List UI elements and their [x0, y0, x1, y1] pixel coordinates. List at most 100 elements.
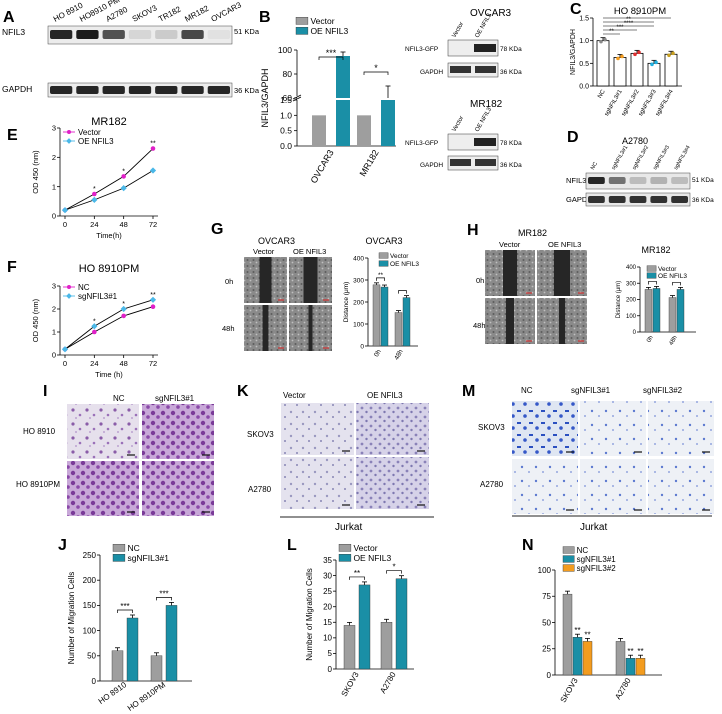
bar-Vector	[380, 622, 393, 670]
band-gapdh	[207, 86, 230, 94]
y-tick-label: 0	[360, 343, 364, 350]
significance-label: **	[150, 141, 156, 148]
band-nfil3	[207, 30, 230, 39]
blot-row-nfil3-gfp: NFIL3-GFP	[405, 46, 438, 53]
panel-letter-b: B	[259, 9, 271, 26]
band-nfil3	[181, 30, 204, 39]
y-tick-label: 150	[83, 601, 97, 610]
bar-NC	[150, 655, 163, 682]
panel-letter-n: N	[522, 537, 534, 554]
band-gapdh	[181, 86, 204, 94]
transwell-col-nc-m: NC	[521, 386, 533, 395]
data-point	[121, 174, 126, 179]
marker-36kda-d: 36 KDa	[692, 197, 714, 204]
blot-marker-36-2: 36 KDa	[500, 162, 522, 169]
band-nfil3	[102, 30, 125, 39]
bar-Vector	[644, 289, 653, 333]
jurkat-label-m: Jurkat	[580, 522, 607, 533]
y-tick-label: 2	[52, 153, 56, 162]
transwell-row-skov3: SKOV3	[247, 430, 274, 439]
wound-gap	[559, 298, 565, 344]
legend-label: Vector	[390, 253, 409, 260]
panel-letter-d: D	[567, 129, 579, 146]
legend-label: Vector	[310, 16, 334, 26]
bar-Vector	[668, 297, 677, 333]
data-point	[92, 191, 97, 197]
x-tick-label: 72	[149, 220, 157, 229]
marker-36kda: 36 KDa	[234, 86, 260, 95]
legend-swatch	[295, 17, 309, 25]
x-tick-label: 48h	[669, 335, 679, 347]
y-tick-label: 10	[323, 634, 332, 643]
data-point	[149, 167, 157, 174]
y-axis-label: OD 450 (nm)	[31, 298, 40, 342]
significance-label: *	[392, 563, 395, 572]
blot-marker-36: 36 KDa	[500, 69, 522, 76]
y-tick-label: 300	[626, 281, 637, 287]
y-axis-label: Distance (μm)	[343, 282, 350, 323]
significance-label: ***	[616, 25, 624, 31]
wound-col-oe-h: OE NFIL3	[548, 240, 581, 249]
band-nfil3-gfp-ovcar3	[474, 44, 496, 52]
wound-gap	[503, 250, 517, 296]
blot-title-a2780: A2780	[622, 136, 648, 146]
y-tick-label: 100	[278, 45, 292, 55]
wound-gap	[308, 305, 313, 351]
significance-label: *	[636, 13, 639, 19]
transwell-row-a2780-m: A2780	[480, 480, 504, 489]
legend-label: sgNFIL3#2	[577, 564, 617, 573]
panel-letter-f: F	[7, 259, 17, 276]
bar-OE NFIL3	[336, 56, 350, 98]
transwell-image	[67, 461, 139, 516]
bar-OE NFIL3-lower	[336, 100, 350, 146]
band-nfil3	[588, 177, 605, 184]
legend-label: Vector	[78, 128, 101, 137]
blot-marker-78: 78 KDa	[500, 46, 522, 53]
marker-51kda: 51 KDa	[234, 27, 260, 36]
transwell-col-oe: OE NFIL3	[367, 391, 403, 400]
bar-sgNFIL3#1	[613, 57, 627, 87]
panel-h: H MR182 Vector OE NFIL3 0h 48h MR182 0 100…	[467, 222, 696, 347]
row-label-nfil3: NFIL3	[2, 27, 25, 37]
significance-bracket	[318, 56, 344, 60]
band-gapdh-4	[475, 159, 496, 166]
significance-bracket	[349, 576, 365, 580]
blot-row-gapdh: GAPDH	[420, 69, 443, 76]
band-gapdh	[102, 86, 125, 94]
transwell-image	[142, 461, 214, 516]
bar-OE NFIL3	[358, 584, 371, 670]
bar-NC	[615, 641, 626, 676]
transwell-image	[356, 403, 429, 455]
band-gapdh	[128, 86, 152, 94]
legend-swatch	[646, 272, 657, 279]
y-tick-label: 1.5	[579, 15, 589, 22]
bar-sgNFIL3#3	[647, 62, 661, 87]
wound-title-ovcar3: OVCAR3	[258, 236, 295, 246]
y-tick-label: 0	[92, 677, 97, 686]
y-tick-label: 0	[328, 665, 333, 674]
wound-row-0h: 0h	[225, 277, 233, 286]
marker-51kda-d: 51 KDa	[692, 177, 714, 184]
legend-swatch	[338, 544, 352, 552]
significance-label: *	[122, 168, 125, 175]
row-label-gapdh: GAPDH	[2, 84, 32, 94]
significance-label: **	[150, 292, 156, 299]
legend-marker	[66, 293, 72, 299]
wound-gap	[262, 305, 269, 351]
x-tick-label: 48	[119, 220, 127, 229]
panel-j: J 0 50 100 150 200 250 Number of Migration Cel…	[58, 537, 192, 713]
transwell-row-skov3-m: SKOV3	[478, 423, 505, 432]
band-gapdh	[588, 196, 605, 203]
chart-title: MR182	[641, 245, 670, 255]
transwell-image	[142, 404, 214, 459]
y-tick-label: 200	[626, 298, 637, 304]
significance-label: *	[93, 186, 96, 193]
wound-col-vector-h: Vector	[499, 240, 521, 249]
legend-label: sgNFIL3#1	[78, 292, 118, 301]
chart-title: MR182	[91, 116, 126, 128]
band-nfil3	[671, 177, 688, 184]
significance-label: **	[584, 630, 590, 639]
